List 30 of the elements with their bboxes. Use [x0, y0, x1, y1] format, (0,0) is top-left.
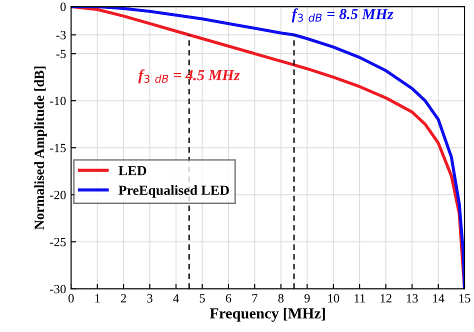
- x-tick-label: 15: [459, 294, 470, 302]
- x-tick-label: 10: [328, 294, 340, 302]
- y-tick-label: -30: [50, 284, 66, 294]
- y-tick-label: -3: [56, 30, 66, 40]
- x-tick-label: 9: [304, 294, 310, 302]
- y-axis-title: Normalised Amplitude [dB]: [34, 66, 47, 230]
- x-tick-label: 6: [226, 294, 232, 302]
- x-tick-label: 14: [433, 294, 444, 302]
- x-tick-label: 11: [354, 294, 365, 302]
- x-tick-label: 4: [173, 294, 179, 302]
- annotation: f$_{3 dB}$ = 8.5 MHz: [292, 8, 394, 22]
- y-tick-label: -5: [56, 50, 66, 58]
- legend-label: PreEqualised LED: [118, 185, 229, 198]
- y-tick-label: 0: [60, 2, 66, 12]
- annotation: f$_{3 dB}$ = 4.5 MHz: [138, 69, 240, 84]
- x-tick-label: 3: [147, 294, 152, 302]
- y-tick-label: -15: [50, 144, 66, 152]
- x-tick-label: 5: [200, 294, 205, 302]
- x-tick-label: 0: [68, 294, 74, 302]
- y-tick-label: -20: [50, 190, 66, 200]
- legend-label: LED: [118, 166, 146, 176]
- y-tick-label: -10: [50, 96, 66, 106]
- x-tick-label: 13: [406, 294, 418, 302]
- x-tick-label: 7: [252, 294, 258, 302]
- y-tick-label: -25: [50, 238, 66, 246]
- x-tick-label: 2: [120, 294, 126, 302]
- x-axis-title: Frequency [MHz]: [210, 308, 325, 322]
- x-tick-label: 8: [278, 294, 284, 302]
- x-tick-label: 12: [380, 294, 392, 302]
- x-tick-label: 1: [95, 294, 100, 302]
